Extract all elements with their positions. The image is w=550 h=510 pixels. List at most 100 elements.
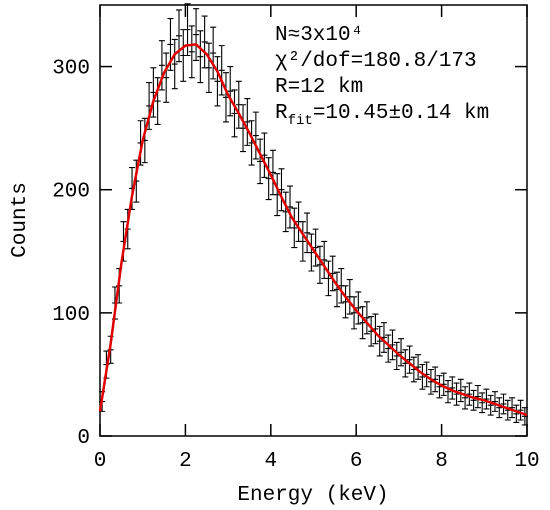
error-bar bbox=[244, 98, 251, 146]
error-bar bbox=[193, 8, 200, 61]
y-tick-label: 200 bbox=[52, 181, 90, 204]
error-bar bbox=[218, 45, 225, 96]
error-bar bbox=[227, 66, 234, 117]
annotation: χ²/dof=180.8/173 bbox=[275, 50, 477, 73]
x-axis-label: Energy (keV) bbox=[237, 484, 388, 507]
error-bar bbox=[351, 296, 358, 330]
error-bar bbox=[321, 240, 328, 279]
error-bar bbox=[457, 378, 464, 403]
error-bar bbox=[453, 382, 460, 406]
error-bar bbox=[521, 407, 528, 426]
annotation: Rfit=10.45±0.14 km bbox=[275, 102, 489, 129]
error-bar bbox=[483, 388, 490, 410]
error-bar bbox=[150, 67, 157, 118]
error-bar bbox=[380, 322, 387, 353]
error-bar bbox=[376, 325, 383, 357]
x-tick-label: 0 bbox=[94, 450, 107, 473]
annotations: N≈3x10⁴ χ²/dof=180.8/173 R=12 km Rfit=10… bbox=[275, 24, 489, 129]
y-tick-label: 300 bbox=[52, 58, 90, 81]
error-bar bbox=[504, 399, 511, 421]
error-bar bbox=[299, 221, 306, 262]
error-bar bbox=[265, 157, 272, 201]
error-bar bbox=[359, 306, 366, 340]
error-bar bbox=[355, 291, 362, 325]
annotation: N≈3x10⁴ bbox=[275, 24, 363, 47]
error-bar bbox=[235, 80, 242, 129]
error-bar bbox=[368, 316, 375, 347]
error-bar bbox=[496, 397, 503, 419]
error-bar bbox=[470, 389, 477, 411]
x-tick-label: 8 bbox=[435, 450, 448, 473]
error-bar bbox=[385, 334, 392, 363]
error-bar bbox=[167, 17, 174, 71]
error-bar bbox=[274, 173, 281, 217]
error-bar bbox=[338, 267, 345, 304]
error-bar bbox=[304, 212, 311, 254]
y-tick-label: 100 bbox=[52, 304, 90, 327]
error-bar bbox=[201, 15, 208, 69]
error-bar bbox=[141, 117, 148, 164]
error-bar bbox=[205, 42, 212, 93]
error-bar bbox=[389, 329, 396, 361]
error-bar bbox=[372, 313, 379, 345]
error-bar bbox=[419, 364, 426, 390]
error-bar bbox=[445, 380, 452, 404]
annotation-text: =10.45±0.14 km bbox=[313, 102, 489, 125]
error-bar bbox=[432, 366, 439, 393]
x-tick-label: 6 bbox=[350, 450, 363, 473]
error-bar bbox=[295, 201, 302, 242]
error-bar bbox=[158, 40, 165, 91]
error-bar bbox=[188, 25, 195, 79]
error-bar bbox=[491, 391, 498, 412]
error-bar bbox=[513, 404, 520, 424]
error-bar bbox=[222, 72, 229, 123]
error-bar bbox=[440, 372, 447, 396]
error-bar bbox=[398, 338, 405, 367]
error-bar bbox=[436, 375, 443, 399]
error-bar bbox=[427, 368, 434, 395]
error-bar bbox=[240, 104, 247, 153]
error-bar bbox=[393, 341, 400, 371]
error-bar bbox=[261, 132, 268, 178]
error-bar bbox=[214, 56, 221, 107]
plot-frame bbox=[99, 4, 528, 437]
error-bar bbox=[175, 9, 182, 63]
x-tick-label: 10 bbox=[514, 450, 539, 473]
fit-curve bbox=[98, 43, 528, 417]
error-bar bbox=[278, 168, 285, 212]
annotation-base: R bbox=[275, 102, 288, 125]
y-axis-label: Counts bbox=[9, 182, 32, 258]
error-bar bbox=[500, 393, 507, 415]
error-bar bbox=[197, 30, 204, 84]
y-tick-label: 0 bbox=[77, 427, 90, 450]
error-bar bbox=[410, 356, 417, 383]
annotation: R=12 km bbox=[275, 76, 363, 99]
error-bar bbox=[312, 228, 319, 267]
error-bar bbox=[423, 361, 430, 388]
error-bar bbox=[146, 82, 153, 130]
error-bar bbox=[282, 191, 289, 233]
error-bar bbox=[269, 149, 276, 196]
error-bar bbox=[154, 77, 161, 125]
error-bar bbox=[462, 386, 469, 410]
error-bar bbox=[308, 233, 315, 272]
error-bar bbox=[406, 345, 413, 374]
error-bar bbox=[210, 26, 217, 80]
error-bar bbox=[133, 159, 140, 203]
error-bar bbox=[333, 271, 340, 308]
error-bar bbox=[137, 120, 144, 166]
error-bar bbox=[517, 399, 524, 421]
error-bar bbox=[325, 260, 332, 297]
error-bar bbox=[466, 382, 473, 406]
x-tick-label: 4 bbox=[264, 450, 277, 473]
error-bar bbox=[184, 3, 191, 57]
error-bar bbox=[449, 376, 456, 400]
error-bar bbox=[509, 397, 516, 419]
error-bar bbox=[248, 120, 255, 166]
error-bar bbox=[479, 392, 486, 414]
error-bar bbox=[342, 285, 349, 319]
error-bar bbox=[329, 255, 336, 292]
error-bar bbox=[415, 354, 422, 380]
error-bar bbox=[257, 138, 264, 185]
